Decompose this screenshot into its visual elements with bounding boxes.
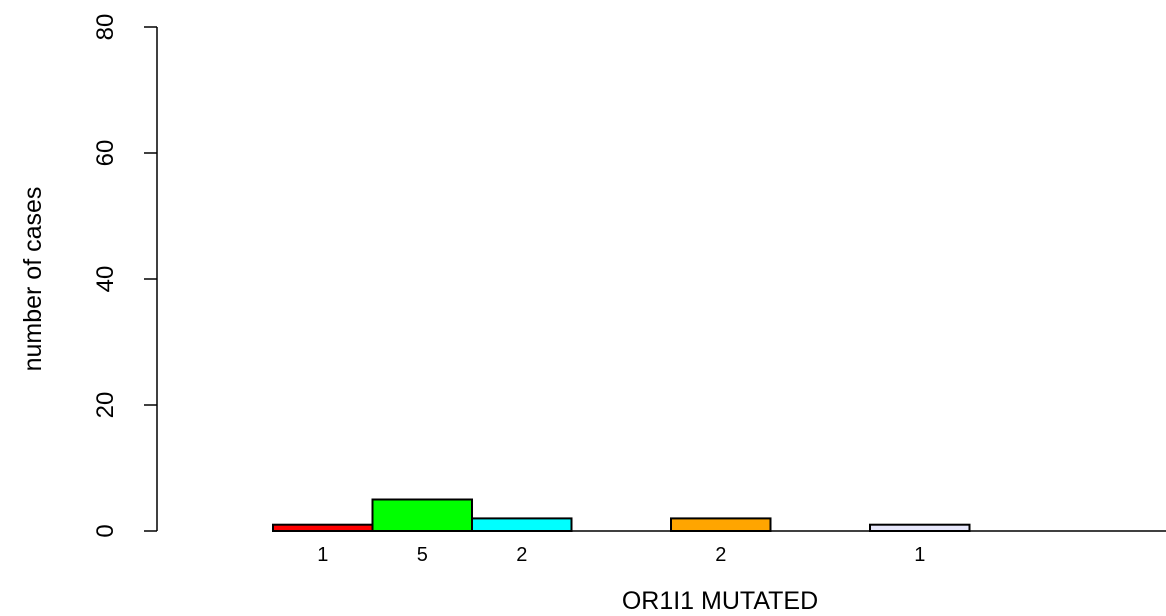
y-tick-label: 80 [92, 14, 119, 41]
y-tick-label: 0 [92, 524, 119, 537]
x-axis-title: OR1I1 MUTATED [622, 587, 818, 615]
bar [471, 517, 573, 533]
bar-value-label: 2 [516, 544, 527, 566]
y-axis: 0 20 40 60 80 [92, 14, 158, 538]
bar-value-label: 2 [715, 544, 726, 566]
y-tick-label: 60 [92, 140, 119, 167]
bar-value-label: 5 [417, 544, 428, 566]
y-tick-label: 20 [92, 392, 119, 419]
y-axis-title: number of cases [19, 187, 47, 372]
y-tick-label: 40 [92, 266, 119, 293]
bars-group [272, 498, 971, 533]
bar [869, 523, 971, 533]
bar [670, 517, 772, 533]
bar [371, 498, 473, 532]
bar-labels-group: 1 5 2 2 1 [317, 544, 925, 566]
bar-value-label: 1 [317, 544, 328, 566]
bar [272, 523, 374, 533]
bar-value-label: 1 [914, 544, 925, 566]
